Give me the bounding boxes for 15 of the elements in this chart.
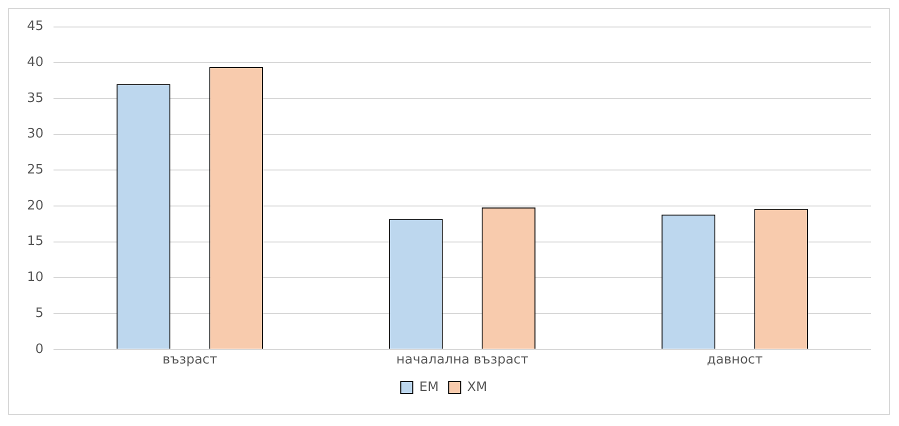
- y-tick-label: 10: [26, 270, 44, 286]
- y-tick-label: 45: [26, 19, 44, 34]
- y-tick-label: 0: [35, 342, 44, 357]
- y-tick-label: 40: [26, 55, 44, 70]
- legend-label: ХМ: [467, 380, 488, 395]
- legend-label: ЕМ: [419, 380, 439, 395]
- y-tick-label: 5: [35, 306, 44, 321]
- x-tick-label: възраст: [162, 352, 218, 368]
- y-tick-label: 20: [26, 198, 44, 214]
- y-tick-label: 25: [26, 162, 44, 178]
- x-tick-label: началална възраст: [396, 352, 529, 368]
- y-tick-label: 35: [26, 90, 44, 106]
- x-tick-label: давност: [706, 352, 764, 368]
- y-tick-label: 15: [26, 234, 44, 250]
- y-tick-label: 30: [26, 126, 44, 142]
